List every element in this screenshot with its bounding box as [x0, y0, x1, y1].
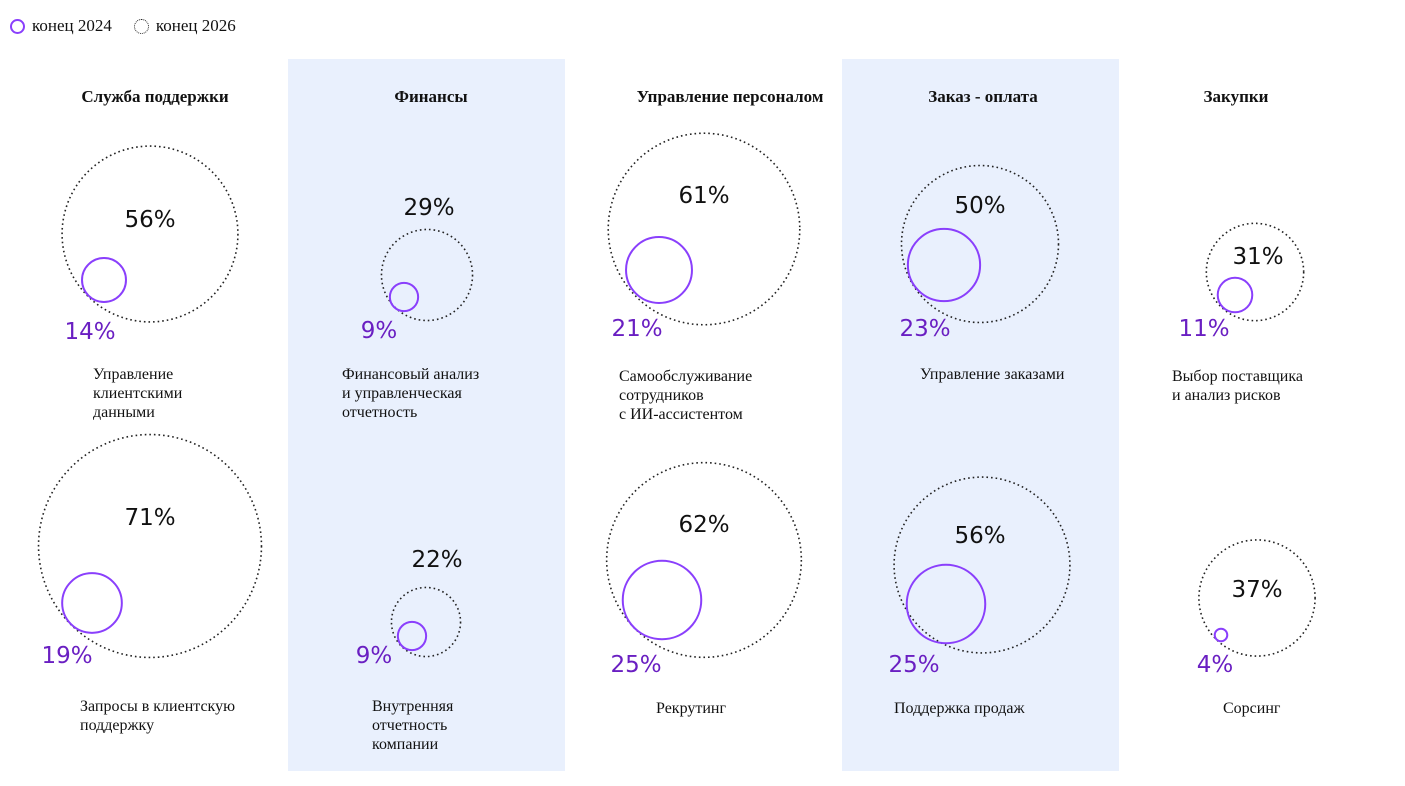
item-label: Самообслуживание сотрудников с ИИ-ассист…	[619, 368, 753, 423]
data-label-2026: 29%	[403, 195, 455, 221]
data-label-2024: 11%	[1178, 316, 1230, 342]
bubble-2024	[388, 281, 420, 313]
item-label: Поддержка продаж	[894, 700, 1025, 717]
bubble-2024	[1216, 276, 1254, 314]
legend-item-2024: конец 2024	[10, 16, 112, 36]
legend-item-2026: конец 2026	[133, 16, 236, 36]
data-label-2024: 25%	[610, 652, 662, 678]
bubble-2024	[396, 620, 428, 652]
data-label-2026: 31%	[1232, 244, 1284, 270]
bubble-2026	[900, 164, 1060, 324]
bubble-2024	[61, 572, 123, 634]
data-label-2024: 4%	[1196, 652, 1234, 678]
data-label-2026: 61%	[678, 183, 730, 209]
data-label-2026: 22%	[411, 547, 463, 573]
item-label: Запросы в клиентскую поддержку	[80, 698, 236, 734]
data-label-2026: 50%	[954, 193, 1006, 219]
data-label-2024: 9%	[355, 643, 393, 669]
bubble-2024	[621, 559, 703, 641]
item-label: Управление клиентскими данными	[93, 366, 183, 421]
item-label: Рекрутинг	[656, 700, 727, 717]
bubble-2026	[1205, 222, 1305, 322]
bubble-2026	[605, 461, 803, 659]
column-title: Служба поддержки	[81, 87, 229, 106]
bubble-2026	[390, 586, 462, 658]
data-label-2026: 37%	[1231, 577, 1283, 603]
item-label: Выбор поставщика и анализ рисков	[1172, 368, 1303, 404]
legend: конец 2024 конец 2026	[10, 16, 258, 36]
data-label-2026: 56%	[124, 207, 176, 233]
bubble-2026	[1198, 539, 1316, 657]
dotted-circle-icon	[133, 18, 149, 34]
item-label: Управление заказами	[920, 366, 1065, 383]
data-label-2026: 62%	[678, 512, 730, 538]
data-label-2024: 23%	[899, 316, 951, 342]
item-label: Сорсинг	[1223, 700, 1281, 717]
item-label: Финансовый анализ и управленческая отчет…	[342, 366, 480, 421]
data-label-2024: 14%	[64, 319, 116, 345]
data-label-2024: 25%	[888, 652, 940, 678]
data-label-2024: 21%	[611, 316, 663, 342]
column-title: Заказ - оплата	[928, 87, 1038, 106]
bubble-2026	[380, 228, 474, 322]
solid-circle-icon	[10, 18, 25, 34]
bubble-2026	[61, 145, 239, 323]
bubble-2026	[37, 433, 263, 659]
bubble-2024	[625, 236, 693, 304]
data-label-2026: 71%	[124, 505, 176, 531]
data-label-2026: 56%	[954, 523, 1006, 549]
bubble-2026	[607, 132, 801, 326]
item-label: Внутренняя отчетность компании	[372, 698, 454, 753]
column-title: Закупки	[1203, 87, 1269, 106]
bubble-2024	[906, 227, 982, 303]
column-title: Финансы	[394, 87, 468, 106]
data-label-2024: 19%	[41, 643, 93, 669]
data-label-2024: 9%	[360, 318, 398, 344]
bubble-2026	[893, 476, 1071, 654]
bubble-2024	[905, 563, 987, 645]
bubble-2024	[81, 257, 127, 303]
column-title: Управление персоналом	[636, 87, 824, 106]
bubble-2024	[1213, 627, 1229, 643]
column-band-finance	[288, 59, 565, 771]
